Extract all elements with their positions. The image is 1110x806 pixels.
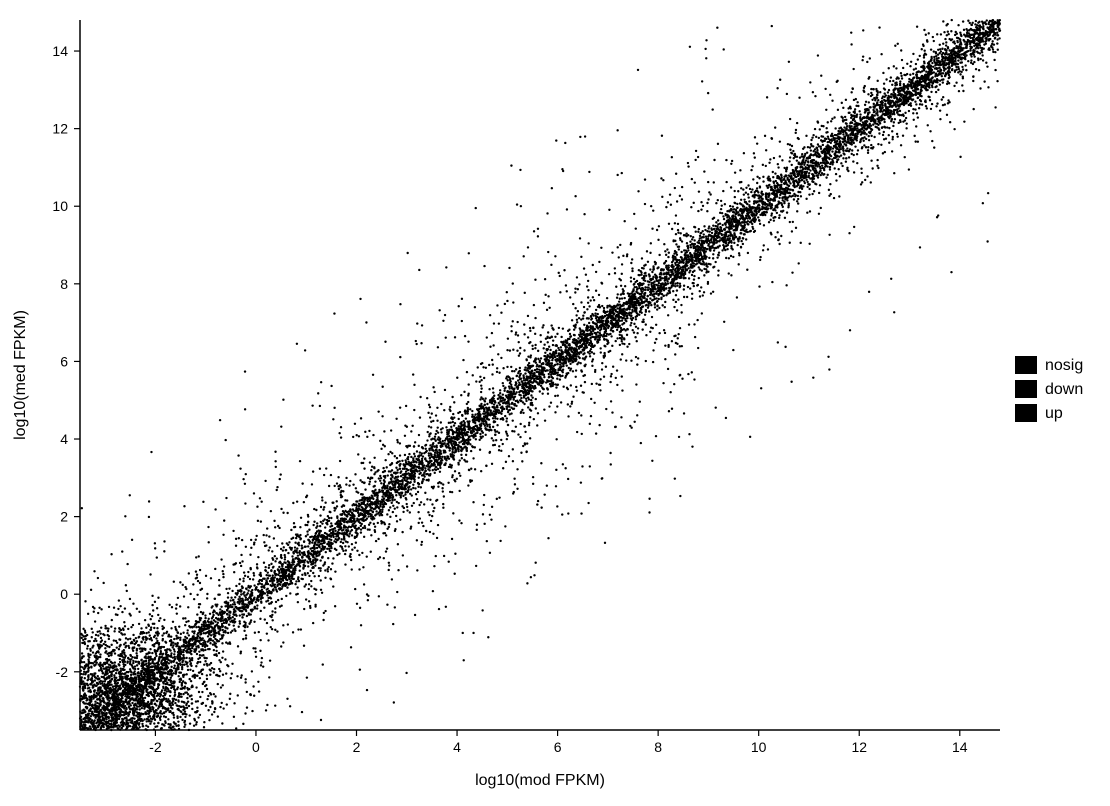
legend-swatch xyxy=(1015,404,1037,422)
legend-label: nosig xyxy=(1045,357,1083,374)
chart-background xyxy=(0,0,1110,806)
y-tick-label: 10 xyxy=(52,198,68,214)
x-tick-label: 0 xyxy=(252,739,260,755)
y-tick-label: 4 xyxy=(60,431,68,447)
x-tick-label: 10 xyxy=(751,739,767,755)
x-tick-label: 8 xyxy=(654,739,662,755)
y-tick-label: 12 xyxy=(52,121,68,137)
x-tick-label: 2 xyxy=(353,739,361,755)
x-axis-label: log10(mod FPKM) xyxy=(475,772,605,789)
y-tick-label: 0 xyxy=(60,586,68,602)
y-tick-label: 14 xyxy=(52,43,68,59)
legend-label: up xyxy=(1045,405,1063,422)
x-tick-label: -2 xyxy=(149,739,162,755)
y-tick-label: 6 xyxy=(60,353,68,369)
x-tick-label: 14 xyxy=(952,739,968,755)
y-tick-label: -2 xyxy=(56,664,69,680)
x-tick-label: 4 xyxy=(453,739,461,755)
x-tick-label: 6 xyxy=(554,739,562,755)
scatter-chart: -2 0 2 4 6 8 10 12 14 -2 0 2 4 6 8 10 12 14 log10(mod FPKM… xyxy=(0,0,1110,806)
y-tick-label: 2 xyxy=(60,509,68,525)
legend-swatch xyxy=(1015,380,1037,398)
legend-swatch xyxy=(1015,356,1037,374)
y-tick-label: 8 xyxy=(60,276,68,292)
legend-label: down xyxy=(1045,381,1083,398)
y-axis-label: log10(med FPKM) xyxy=(12,310,29,440)
x-tick-label: 12 xyxy=(851,739,867,755)
